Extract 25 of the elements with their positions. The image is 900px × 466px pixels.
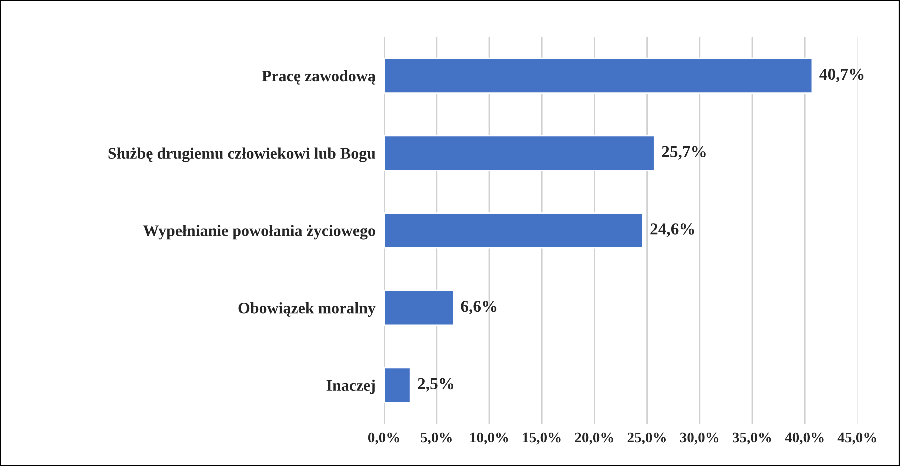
- bar: [384, 367, 412, 404]
- data-label: 6,6%: [461, 300, 497, 315]
- bar: [384, 290, 454, 326]
- x-tick-label: 20,0%: [575, 432, 614, 445]
- bar: [384, 135, 656, 172]
- x-tick-label: 5,0%: [421, 432, 452, 445]
- data-label: 2,5%: [418, 378, 454, 392]
- x-tick-label: 0,0%: [368, 432, 400, 445]
- x-tick-label: 35,0%: [732, 432, 772, 445]
- y-tick-label: Obowiązek moralny: [238, 302, 376, 318]
- data-label: 40,7%: [820, 68, 864, 83]
- bar: [384, 212, 644, 249]
- bar: [384, 58, 814, 94]
- data-label: 24,6%: [650, 224, 694, 238]
- x-tick-label: 15,0%: [523, 432, 561, 445]
- x-tick-label: 40,0%: [785, 432, 824, 445]
- x-tick-label: 10,0%: [470, 432, 508, 445]
- y-tick-label: Wypełnianie powołania życiowego: [143, 225, 376, 240]
- data-label: 25,7%: [662, 146, 706, 160]
- y-tick-label: Służbę drugiemu człowiekowi lub Bogu: [108, 148, 376, 162]
- y-tick-label: Inaczej: [326, 380, 375, 394]
- x-tick-label: 30,0%: [680, 432, 719, 445]
- x-tick-label: 45,0%: [838, 432, 876, 445]
- x-tick-label: 25,0%: [628, 432, 666, 445]
- y-tick-label: Pracę zawodową: [262, 70, 376, 85]
